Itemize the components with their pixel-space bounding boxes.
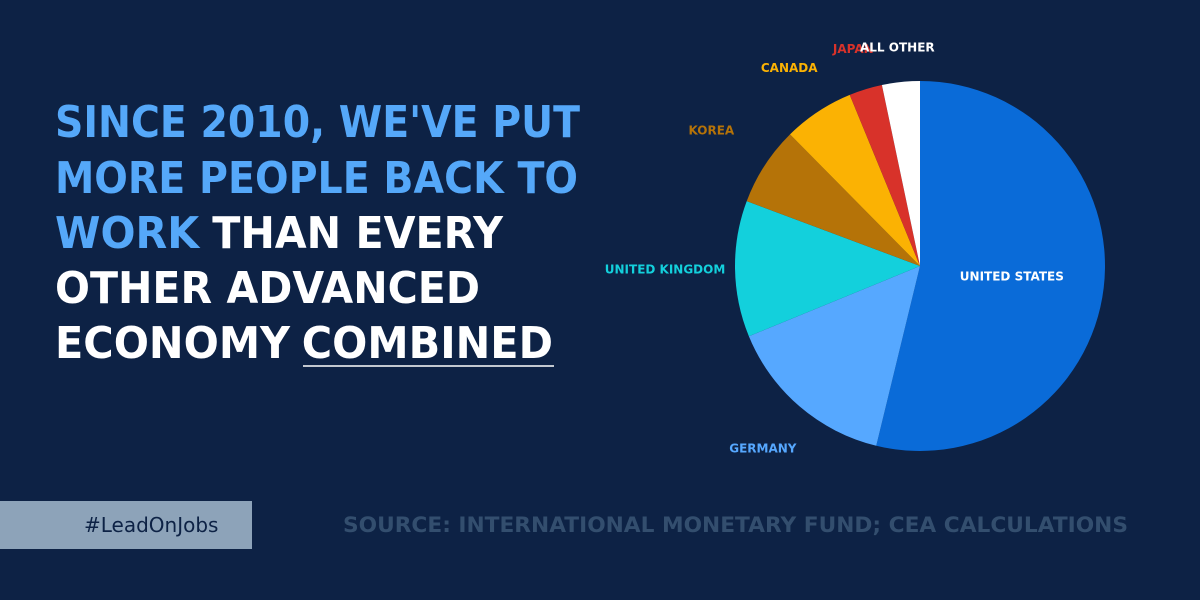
headline-highlight: WORK [55,208,201,259]
pie: UNITED STATES GERMANY UNITED KINGDOM KOREA C… [605,41,1105,455]
pie-slice [881,81,920,266]
source: SOURCE: INTERNATIONAL MONETARY FUND; CEA… [343,513,1128,537]
slice-label: GERMANY [729,441,797,455]
slice-label: UNITED KINGDOM [605,263,726,277]
slice-label: CANADA [761,61,818,75]
slice-label: ALL OTHER [860,41,935,55]
headline-text: COMBINED [302,318,553,369]
headline-line: SINCE 2010, WE'VE PUT [55,97,580,148]
headline-text: THAN EVERY [212,208,504,259]
headline-line: OTHER ADVANCED [55,263,480,314]
headline: SINCE 2010, WE'VE PUT MORE PEOPLE BACK T… [55,97,580,369]
pie-slice [746,134,920,266]
headline-text: ECONOMY [55,318,291,369]
pie-slice [876,81,1105,451]
pie-slice [849,84,920,267]
headline-line: MORE PEOPLE BACK TO [55,153,578,204]
pie-slice [748,266,920,446]
slice-label: UNITED STATES [960,270,1064,284]
hashtag: #LeadOnJobs [84,513,218,537]
headline-line: ECONOMYCOMBINED [55,318,553,369]
slice-label: KOREA [689,123,735,137]
headline-line: WORKTHAN EVERY [55,208,504,259]
pie-slice [790,94,920,266]
pie-slice [735,201,920,337]
hashtag-box [0,501,252,549]
slice-label: JAPAN [832,42,874,56]
